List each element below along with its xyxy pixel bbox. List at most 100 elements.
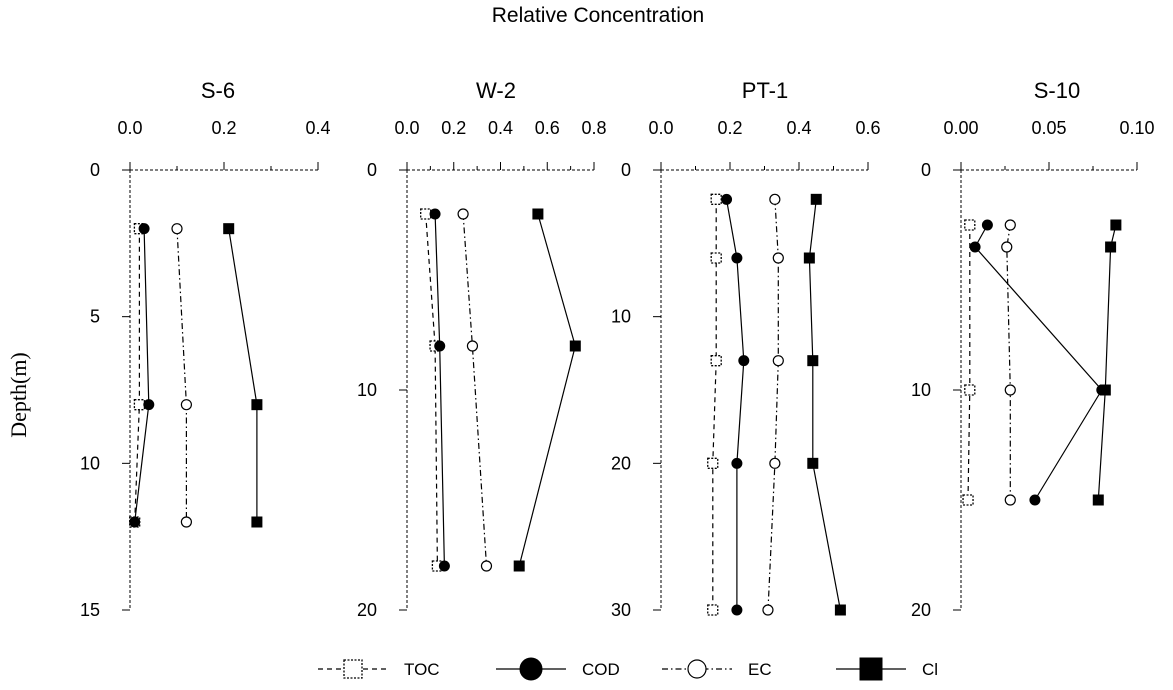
point-cod-s10 [1029,494,1041,506]
point-ec-w2 [466,340,479,352]
point-cod-pt1 [731,457,743,469]
y-tick-label-s10: 0 [921,160,931,180]
y-tick-label-pt1: 0 [621,160,631,180]
series-line-ec-w2 [462,213,488,567]
x-tick-label-pt1: 0.6 [855,118,880,138]
point-cod-pt1 [738,355,750,367]
legend: TOC COD EC Cl [318,657,938,681]
point-toc-w2 [420,208,432,220]
point-cod-pt1 [721,193,733,205]
y-tick-label-s6: 0 [90,160,100,180]
legend-label-cl: Cl [922,660,938,679]
point-ec-s10 [1004,219,1016,231]
point-toc-pt1 [707,457,719,469]
point-cl-s10 [1105,241,1117,253]
point-ec-pt1 [772,355,784,367]
panel-title-s10: S-10 [1034,78,1080,103]
x-tick-label-pt1: 0.0 [648,118,673,138]
point-cl-w2 [532,208,544,220]
point-cod-s6 [129,516,141,528]
point-ec-s10 [1001,241,1013,253]
series-line-toc-pt1 [712,199,717,610]
x-tick-label-pt1: 0.2 [717,118,742,138]
y-tick-label-w2: 0 [367,160,377,180]
legend-marker-cod [519,657,543,681]
series-line-ec-pt1 [767,199,779,611]
point-cl-s6 [251,399,263,411]
point-ec-s10 [1004,494,1016,506]
point-cl-pt1 [834,604,846,616]
legend-marker-cl [859,657,883,681]
point-cod-pt1 [731,252,743,264]
x-tick-label-pt1: 0.4 [786,118,811,138]
x-tick-label-w2: 0.6 [535,118,560,138]
point-cl-s6 [251,516,263,528]
point-cod-s6 [138,223,150,235]
panel-s6: S-6 0.0 0.2 0.4 0 5 10 15 [80,78,331,620]
panel-w2: W-2 0.0 0.2 0.4 0.6 0.8 0 10 20 [357,78,607,620]
series-line-toc-s10 [967,225,971,501]
point-cl-w2 [569,340,581,352]
series-line-ec-s6 [176,228,187,522]
point-toc-s10 [964,384,976,396]
y-tick-label-s6: 5 [90,307,100,327]
point-cl-pt1 [810,193,822,205]
panel-pt1: PT-1 0.0 0.2 0.4 0.6 0 10 20 30 [611,78,881,620]
legend-marker-toc [343,659,363,679]
legend-label-toc: TOC [404,660,440,679]
point-ec-pt1 [762,604,774,616]
series-line-ec-s10 [1006,224,1011,500]
point-ec-w2 [480,560,493,572]
point-toc-pt1 [707,604,719,616]
point-cod-w2 [429,208,441,220]
x-tick-label-w2: 0.0 [394,118,419,138]
panel-title-w2: W-2 [476,78,516,103]
point-ec-s6 [180,399,192,411]
point-cod-pt1 [731,604,743,616]
point-cod-s10 [969,241,981,253]
x-tick-label-w2: 0.2 [441,118,466,138]
panel-s10: S-10 0.00 0.05 0.10 0 10 20 [911,78,1155,620]
panel-title-s6: S-6 [201,78,235,103]
legend-label-ec: EC [748,660,772,679]
point-ec-pt1 [769,193,781,205]
point-cod-w2 [434,340,446,352]
y-tick-label-w2: 20 [357,600,377,620]
x-tick-label-s6: 0.2 [211,118,236,138]
y-tick-label-pt1: 20 [611,453,631,473]
series-line-cod-s6 [134,228,150,523]
point-ec-s6 [180,516,192,528]
y-tick-label-s6: 15 [80,600,100,620]
x-tick-label-s10: 0.00 [943,118,978,138]
series-line-cl-s6 [228,228,258,522]
x-tick-label-s6: 0.4 [305,118,330,138]
point-cod-w2 [438,560,450,572]
x-tick-label-w2: 0.8 [581,118,606,138]
y-tick-label-s10: 10 [911,380,931,400]
point-ec-pt1 [769,457,781,469]
legend-label-cod: COD [582,660,620,679]
x-tick-label-s6: 0.0 [117,118,142,138]
y-tick-label-s6: 10 [80,453,100,473]
series-line-cl-s10 [1097,224,1117,501]
point-ec-s10 [1004,384,1016,396]
y-tick-label-pt1: 10 [611,307,631,327]
series-line-toc-w2 [425,213,438,567]
x-tick-label-s10: 0.10 [1119,118,1154,138]
figure-title: Relative Concentration [492,4,704,27]
series-line-cl-w2 [518,213,576,567]
point-toc-pt1 [710,193,722,205]
point-ec-w2 [457,208,469,220]
point-ec-s6 [171,223,183,235]
point-cod-s10 [981,219,993,231]
point-cl-pt1 [807,457,819,469]
y-tick-label-w2: 10 [357,380,377,400]
point-toc-s6 [133,399,146,411]
panel-title-pt1: PT-1 [742,78,788,103]
series-line-cod-s10 [974,224,1103,501]
point-cl-s10 [1110,219,1122,231]
point-toc-s10 [962,494,974,506]
x-tick-label-s10: 0.05 [1031,118,1066,138]
point-ec-pt1 [772,252,784,264]
